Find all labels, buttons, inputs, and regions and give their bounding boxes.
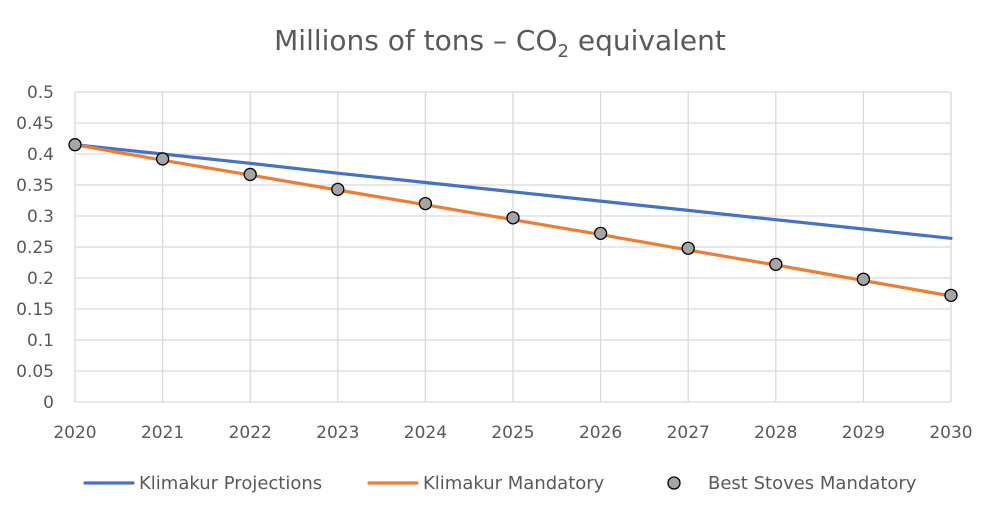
y-axis: 0 0.05 0.1 0.15 0.2 0.25 0.3 0.35 0.4 0.45 0.5 [16, 83, 54, 413]
y-tick-label: 0.25 [16, 238, 54, 258]
plot-grid [74, 91, 952, 403]
x-tick-label: 2020 [53, 423, 96, 443]
y-tick-label: 0 [43, 393, 54, 413]
y-tick-label: 0.5 [27, 83, 54, 103]
x-tick-label: 2021 [141, 423, 184, 443]
series-point-3 [769, 257, 783, 272]
series-point-3 [681, 241, 695, 255]
series-point-3 [155, 152, 170, 166]
legend-label: Best Stoves Mandatory [708, 473, 917, 494]
x-axis: 2020 2021 2022 2023 2024 2025 2026 2027 2028 2029… [53, 423, 972, 443]
series-point-3 [593, 226, 608, 241]
series-point-3 [506, 211, 520, 225]
x-tick-label: 2024 [404, 423, 447, 443]
series-point-3 [243, 167, 257, 182]
series-point-3 [331, 182, 345, 196]
legend-label: Klimakur Mandatory [423, 473, 605, 494]
y-tick-label: 0.35 [16, 176, 54, 196]
y-tick-label: 0.2 [27, 269, 54, 289]
y-tick-label: 0.1 [27, 331, 54, 351]
y-tick-label: 0.15 [16, 300, 54, 320]
legend-label: Klimakur Projections [139, 473, 322, 494]
x-tick-label: 2029 [842, 423, 885, 443]
x-tick-label: 2022 [229, 423, 272, 443]
x-tick-label: 2026 [579, 423, 622, 443]
legend-swatch-3 [667, 476, 681, 490]
series-point-3 [68, 138, 82, 152]
series-point-3 [418, 196, 433, 211]
x-tick-label: 2025 [491, 423, 534, 443]
x-tick-label: 2030 [929, 423, 972, 443]
y-tick-label: 0.45 [16, 114, 54, 134]
series-line-1 [73, 143, 953, 240]
y-tick-label: 0.4 [27, 145, 54, 165]
x-tick-label: 2023 [316, 423, 359, 443]
x-tick-label: 2027 [667, 423, 710, 443]
chart-title: Millions of tons – CO2 equivalent [274, 24, 726, 62]
series-point-3 [944, 288, 958, 303]
legend: Klimakur Projections Klimakur Mandatory Be… [83, 473, 917, 494]
y-tick-label: 0.05 [16, 362, 54, 382]
y-tick-label: 0.3 [27, 207, 54, 227]
series-point-3 [856, 272, 871, 286]
plot-series [68, 138, 958, 303]
x-tick-label: 2028 [754, 423, 797, 443]
